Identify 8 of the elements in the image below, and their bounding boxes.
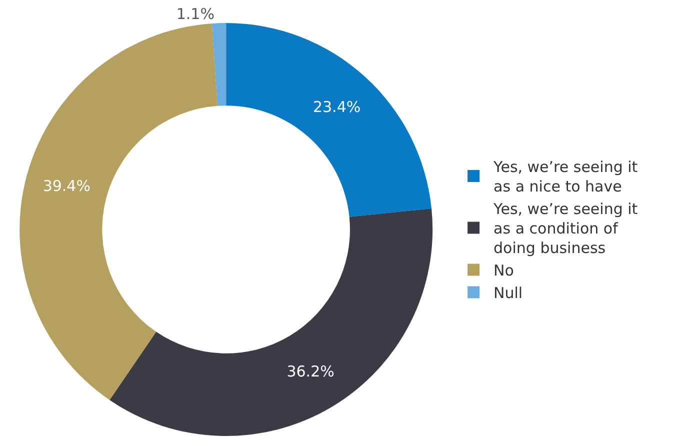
legend-label: No: [494, 262, 514, 280]
legend-label: Yes, we’re seeing it as a nice to have: [492, 158, 638, 196]
data-label: 36.2%: [286, 362, 334, 380]
legend-label: Null: [494, 284, 523, 302]
data-label: 23.4%: [312, 98, 361, 116]
data-label: 39.4%: [42, 177, 90, 196]
data-label: 1.1%: [176, 5, 214, 24]
legend-label: Yes, we’re seeing it as a condition of doing business: [492, 200, 638, 258]
